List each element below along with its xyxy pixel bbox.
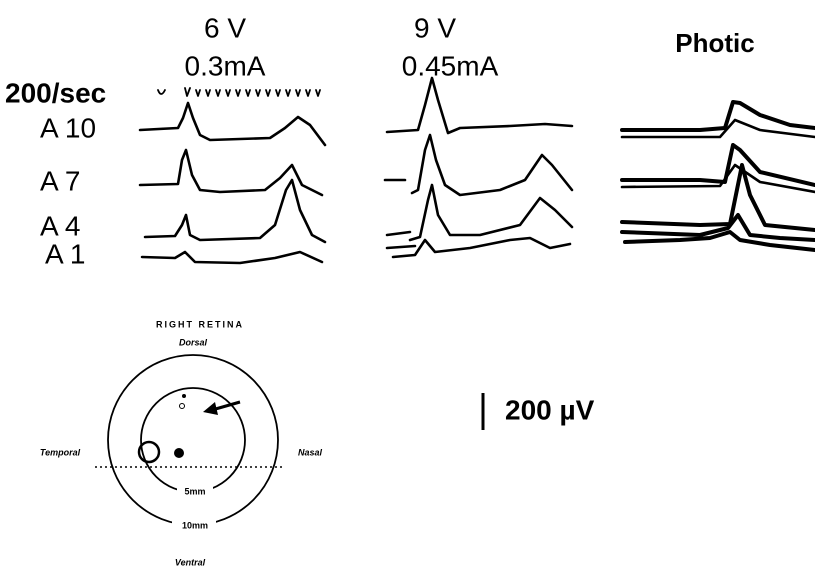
arrow-head: [203, 402, 218, 415]
traces-6v: [140, 103, 325, 263]
diagram-label: Nasal: [298, 447, 323, 457]
column-current: 0.45mA: [402, 50, 499, 81]
electrode: [180, 404, 185, 409]
traces-photic: [622, 102, 815, 250]
diagram-label: Temporal: [40, 447, 81, 457]
scale-label: 200 µV: [505, 394, 595, 425]
fovea: [174, 448, 184, 458]
diagram-label: Ventral: [175, 557, 206, 567]
column-label: Photic: [675, 28, 754, 58]
column-voltage: 9 V: [414, 12, 456, 43]
row-label: A 7: [40, 165, 80, 196]
column-current: 0.3mA: [185, 50, 266, 81]
diagram-label: Dorsal: [179, 337, 208, 347]
inner-radius: 5mm: [184, 486, 205, 496]
diagram-title: RIGHT RETINA: [156, 319, 244, 329]
row-label: A 1: [45, 238, 85, 269]
row-label: A 10: [40, 112, 96, 143]
column-voltage: 6 V: [204, 12, 246, 43]
row-label: A 4: [40, 210, 80, 241]
time-marker: 200/sec: [5, 77, 106, 108]
traces-9v: [385, 78, 572, 257]
outer-circle: [108, 355, 278, 525]
time-ticks: [158, 88, 320, 96]
figure: 6 V 0.3mA 9 V 0.45mA Photic 200/sec A 10…: [0, 0, 815, 578]
electrode: [182, 394, 186, 398]
outer-radius: 10mm: [182, 520, 208, 530]
